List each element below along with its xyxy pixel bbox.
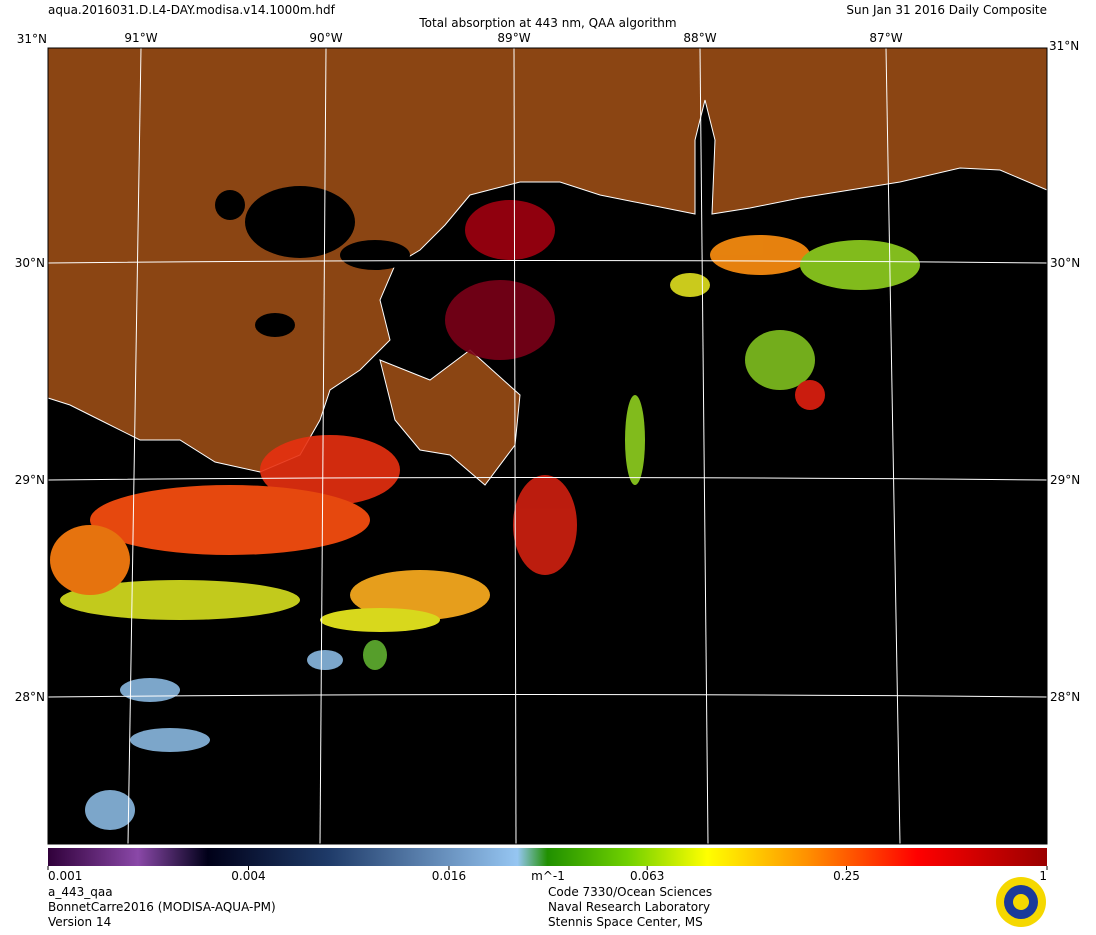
lon-label: 88°W — [683, 31, 716, 45]
title: Total absorption at 443 nm, QAA algorith… — [418, 16, 676, 30]
colorbar-tick-label: 0.063 — [630, 869, 664, 883]
lat-label: 28°N — [15, 690, 45, 704]
lat-label: 29°N — [15, 473, 45, 487]
footer-right: Naval Research Laboratory — [548, 900, 710, 914]
corner-label: 31°N — [17, 32, 47, 46]
lon-label: 89°W — [497, 31, 530, 45]
footer-right: Stennis Space Center, MS — [548, 915, 703, 929]
logo-emblem — [1013, 894, 1029, 910]
lon-label: 91°W — [124, 31, 157, 45]
lat-label: 30°N — [15, 256, 45, 270]
corner-label: 31°N — [1049, 39, 1079, 53]
colorbar-tick-label: 0.001 — [48, 869, 82, 883]
map — [47, 47, 1048, 845]
colorbar-tick-label: 0.016 — [432, 869, 466, 883]
delta — [379, 349, 521, 486]
footer-left: a_443_qaa — [48, 885, 113, 899]
chlorophyll-patches — [50, 200, 920, 830]
lat-label: 28°N — [1050, 690, 1080, 704]
lake — [255, 313, 295, 337]
lon-label: 90°W — [309, 31, 342, 45]
land — [47, 47, 1048, 473]
colorbar-tick-label: 1 — [1039, 869, 1047, 883]
colorbar-unit: m^-1 — [531, 869, 565, 883]
map-frame — [47, 47, 1048, 845]
footer-left: Version 14 — [48, 915, 111, 929]
lat-label: 30°N — [1050, 256, 1080, 270]
footer-right: Code 7330/Ocean Sciences — [548, 885, 712, 899]
colorbar-tick-label: 0.25 — [833, 869, 860, 883]
lake — [340, 240, 410, 270]
lon-label: 87°W — [869, 31, 902, 45]
colorbar — [48, 848, 1047, 866]
date: Sun Jan 31 2016 Daily Composite — [846, 3, 1047, 17]
footer-left: BonnetCarre2016 (MODISA-AQUA-PM) — [48, 900, 276, 914]
colorbar-tick-label: 0.004 — [231, 869, 265, 883]
lake — [245, 186, 355, 258]
lat-label: 29°N — [1050, 473, 1080, 487]
graticule — [47, 47, 1048, 845]
lake — [215, 190, 245, 220]
filename: aqua.2016031.D.L4-DAY.modisa.v14.1000m.h… — [48, 3, 336, 17]
